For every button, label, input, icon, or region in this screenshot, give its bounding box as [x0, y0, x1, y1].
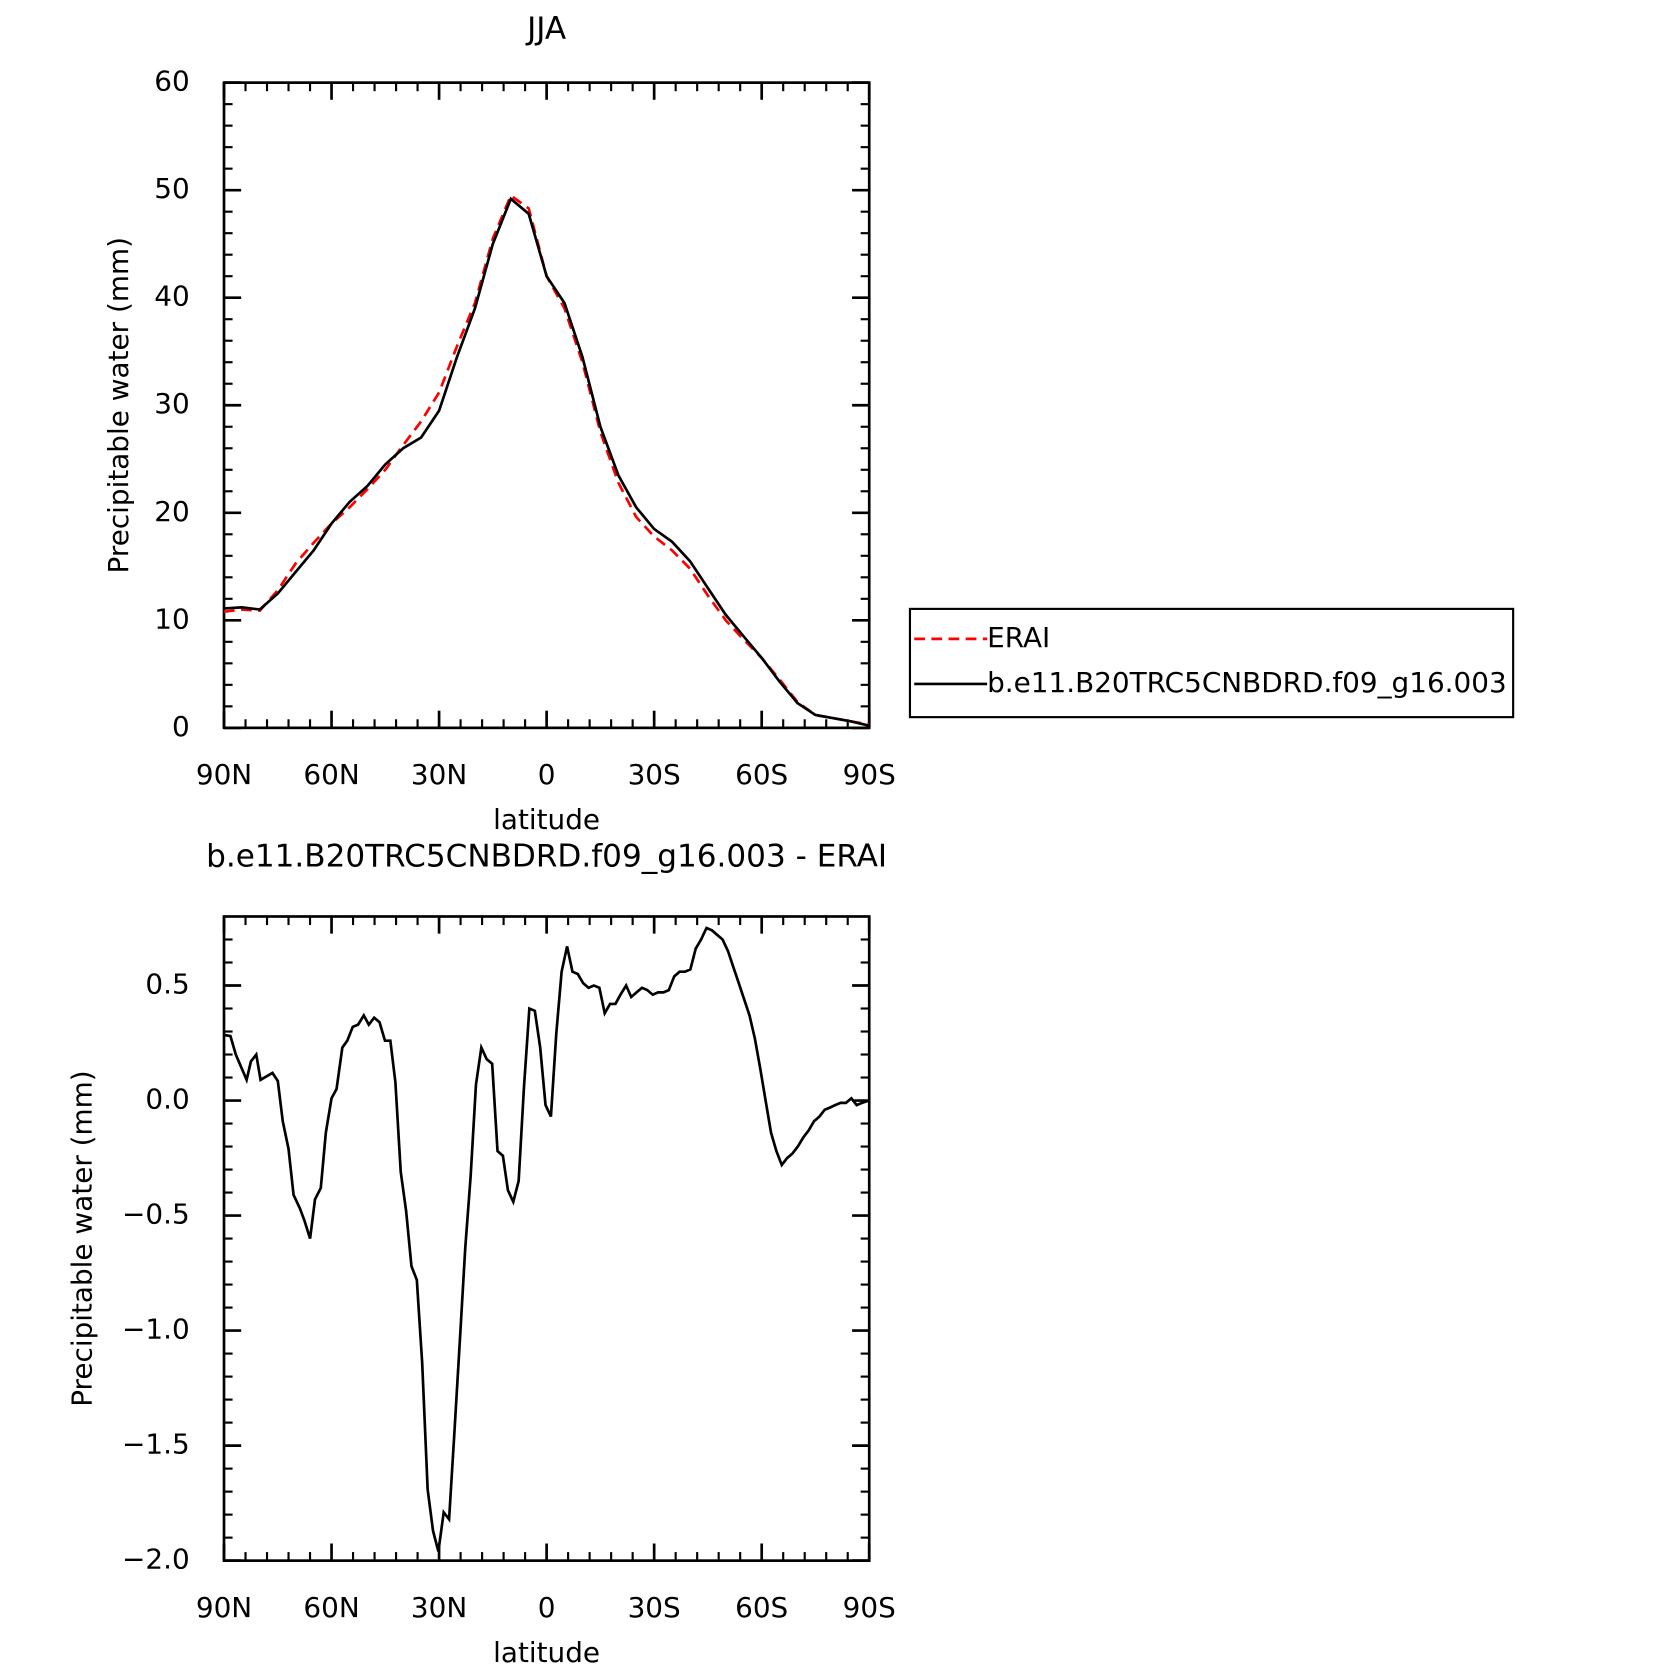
y-tick-label: 40 — [154, 280, 189, 313]
y-axis-label: Precipitable water (mm) — [102, 237, 135, 573]
x-tick-label: 60N — [303, 1591, 359, 1624]
plot-frame — [222, 915, 871, 1562]
y-tick-label: 60 — [154, 65, 189, 98]
x-axis-label: latitude — [493, 803, 600, 836]
y-tick-label: 10 — [154, 602, 189, 635]
y-tick-label: 20 — [154, 495, 189, 528]
y-tick-label: −1.0 — [122, 1313, 190, 1346]
x-tick-label: 0 — [538, 758, 556, 791]
y-tick-label: 50 — [154, 172, 189, 205]
chart-title: b.e11.B20TRC5CNBDRD.f09_g16.003 - ERAI — [206, 839, 887, 875]
y-tick-label: −0.5 — [122, 1198, 190, 1231]
y-tick-label: −2.0 — [122, 1543, 190, 1576]
y-tick-label: 30 — [154, 387, 189, 420]
x-tick-label: 30S — [628, 758, 681, 791]
x-tick-label: 60S — [735, 1591, 788, 1624]
x-tick-label: 90N — [196, 758, 252, 791]
plot-frame — [222, 81, 871, 730]
x-tick-label: 30S — [628, 1591, 681, 1624]
legend-label: b.e11.B20TRC5CNBDRD.f09_g16.003 — [987, 666, 1507, 699]
x-tick-label: 0 — [538, 1591, 556, 1624]
y-axis-label: Precipitable water (mm) — [66, 1070, 99, 1406]
x-tick-label: 90S — [843, 1591, 896, 1624]
chart-title: JJA — [525, 11, 566, 47]
y-tick-label: 0.0 — [145, 1083, 189, 1116]
y-tick-label: 0.5 — [145, 968, 189, 1001]
y-tick-label: 0 — [172, 710, 190, 743]
data-line — [223, 196, 870, 728]
x-tick-label: 60N — [303, 758, 359, 791]
y-tick-label: −1.5 — [122, 1428, 190, 1461]
x-tick-label: 30N — [411, 758, 467, 791]
x-axis-label: latitude — [493, 1636, 600, 1669]
legend-box — [908, 607, 1515, 719]
data-line — [223, 926, 870, 1552]
x-tick-label: 30N — [411, 1591, 467, 1624]
x-tick-label: 60S — [735, 758, 788, 791]
x-tick-label: 90N — [196, 1591, 252, 1624]
x-tick-label: 90S — [843, 758, 896, 791]
legend: ERAI b.e11.B20TRC5CNBDRD.f09_g16.003 — [908, 607, 1515, 719]
legend-label: ERAI — [987, 621, 1050, 654]
